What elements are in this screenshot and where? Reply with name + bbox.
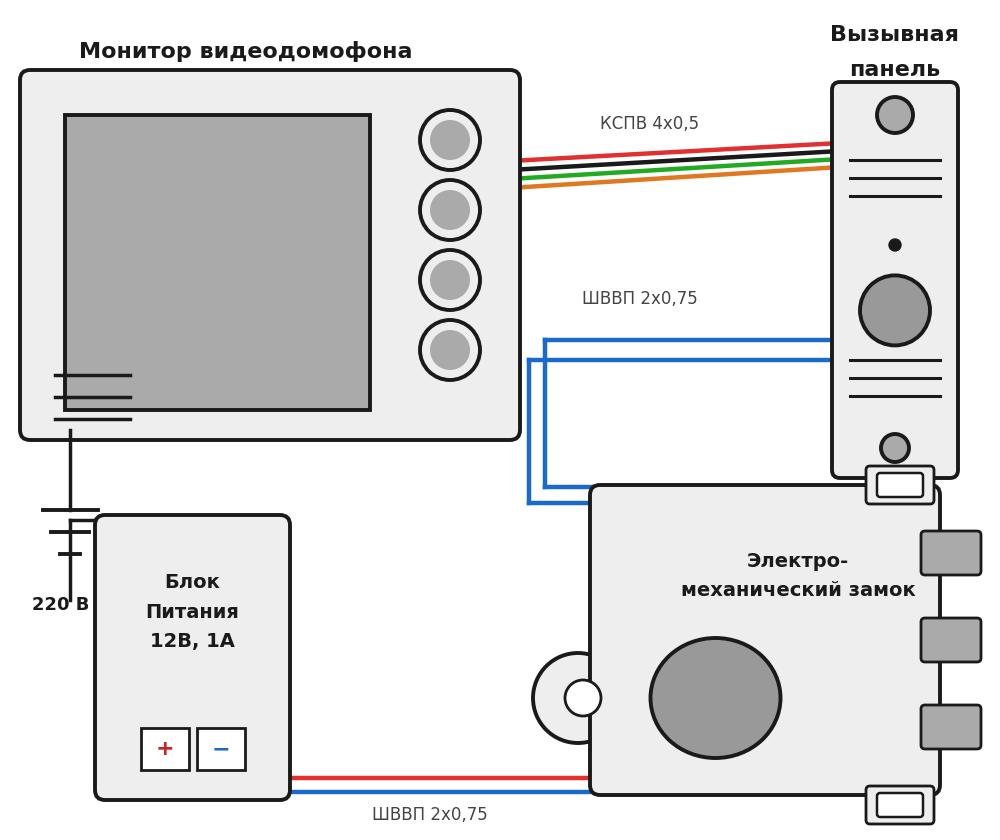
FancyBboxPatch shape [877,793,923,817]
Text: ШВВП 2х0,75: ШВВП 2х0,75 [372,806,488,824]
FancyBboxPatch shape [877,473,923,497]
FancyBboxPatch shape [866,786,934,824]
Text: Электро-
механический замок: Электро- механический замок [681,552,915,601]
Circle shape [420,320,480,380]
Text: Монитор видеодомофона: Монитор видеодомофона [79,41,413,62]
Circle shape [533,653,623,743]
Text: −: − [211,739,230,759]
Ellipse shape [650,638,780,758]
Bar [65,115,370,410]
FancyBboxPatch shape [832,82,958,478]
Circle shape [430,260,470,300]
Text: Блок
Питания
12В, 1А: Блок Питания 12В, 1А [146,574,239,652]
Text: панель: панель [849,60,941,80]
Circle shape [881,434,909,462]
Bar [140,728,188,770]
FancyBboxPatch shape [921,531,981,575]
Circle shape [860,276,930,345]
Circle shape [430,190,470,230]
Text: Вызывная: Вызывная [830,25,960,45]
Circle shape [420,110,480,170]
Circle shape [889,239,901,251]
Text: КСПВ 4х0,5: КСПВ 4х0,5 [600,115,700,133]
Circle shape [565,680,601,716]
Circle shape [430,330,470,370]
FancyBboxPatch shape [20,70,520,440]
FancyBboxPatch shape [590,485,940,795]
Circle shape [420,180,480,240]
Text: ШВВП 2х0,75: ШВВП 2х0,75 [582,290,698,308]
FancyBboxPatch shape [921,618,981,662]
FancyBboxPatch shape [866,466,934,504]
FancyBboxPatch shape [921,705,981,749]
Text: +: + [155,739,174,759]
Circle shape [430,120,470,160]
Circle shape [420,250,480,310]
Circle shape [877,97,913,133]
FancyBboxPatch shape [95,515,290,800]
Bar [196,728,244,770]
Text: 220 В: 220 В [32,596,89,614]
